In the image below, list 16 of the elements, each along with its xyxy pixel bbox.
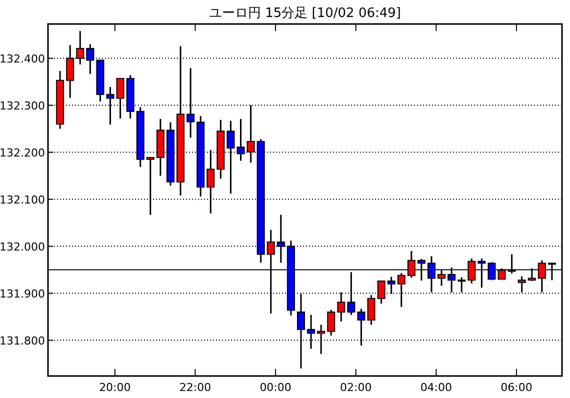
y-tick-label: 131.800 [0, 334, 45, 348]
x-tick-label: 20:00 [99, 381, 131, 394]
x-tick-label: 22:00 [179, 381, 212, 394]
x-tick-label: 04:00 [420, 381, 452, 394]
y-tick-label: 132.000 [0, 240, 45, 254]
candlestick [327, 308, 336, 336]
y-tick-label: 132.200 [0, 146, 45, 160]
y-tick-label: 132.100 [0, 193, 45, 206]
y-tick-label: 131.900 [0, 287, 45, 300]
x-tick-label: 06:00 [500, 381, 532, 394]
chart-title: ユーロ円 15分足 [10/02 06:49] [208, 6, 402, 21]
y-tick-label: 132.300 [0, 99, 45, 112]
y-tick-label: 132.400 [0, 52, 45, 66]
x-tick-label: 00:00 [260, 381, 292, 394]
x-tick-label: 02:00 [340, 381, 372, 394]
candlestick [367, 294, 376, 326]
